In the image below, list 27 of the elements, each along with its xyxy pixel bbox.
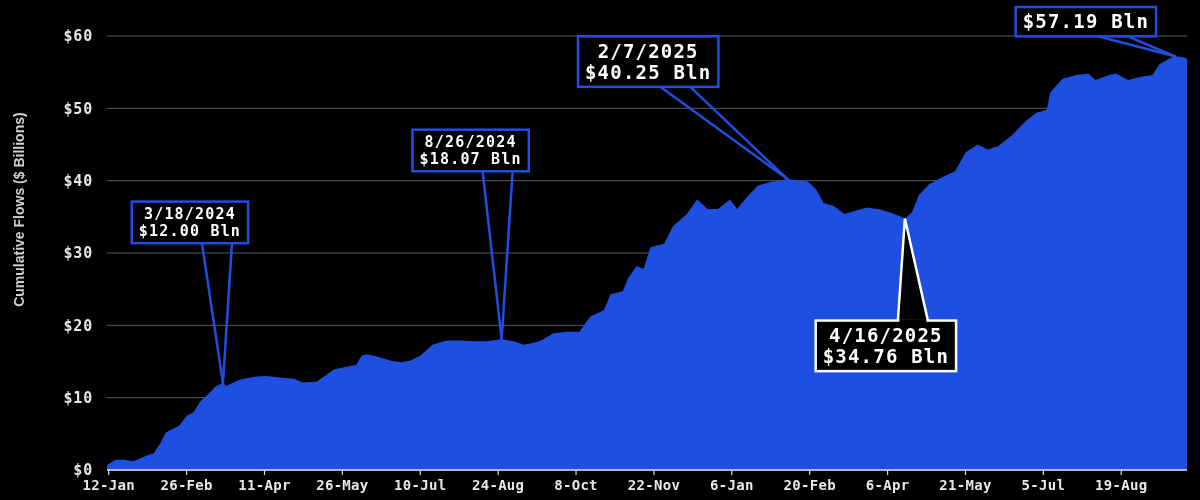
x-tick-label: 19-Aug xyxy=(1095,477,1148,493)
annotation: 3/18/2024 $12.00 Bln xyxy=(138,205,242,241)
y-tick-label: $30 xyxy=(63,244,93,263)
y-tick-label: $60 xyxy=(63,27,93,46)
annotation: 8/26/2024 $18.07 Bln xyxy=(419,133,522,169)
annotation: $57.19 Bln xyxy=(1022,10,1150,33)
annotation: 4/16/2025 $34.76 Bln xyxy=(822,323,950,368)
y-tick-label: $20 xyxy=(63,316,93,335)
x-tick-label: 12-Jan xyxy=(82,477,135,493)
x-tick-label: 20-Feb xyxy=(783,477,836,493)
x-tick-label: 22-Nov xyxy=(627,477,681,493)
y-tick-label: $10 xyxy=(63,388,93,407)
x-tick-label: 11-Apr xyxy=(238,477,291,493)
x-tick-label: 24-Aug xyxy=(471,477,525,493)
y-tick-label: $50 xyxy=(63,99,93,118)
x-tick-label: 8-Oct xyxy=(554,477,598,493)
x-tick-label: 10-Jul xyxy=(394,477,447,493)
x-tick-label: 5-Jul xyxy=(1021,477,1066,493)
y-tick-label: $0 xyxy=(73,461,93,480)
annotation: 2/7/2025 $40.25 Bln xyxy=(585,39,712,83)
x-tick-label: 26-May xyxy=(316,477,369,493)
x-tick-label: 21-May xyxy=(939,477,992,493)
x-tick-label: 26-Feb xyxy=(160,477,213,493)
x-tick-label: 6-Apr xyxy=(865,477,910,493)
y-tick-label: $40 xyxy=(63,171,93,190)
y-axis-title: Cumulative Flows ($ Billions) xyxy=(11,112,27,307)
x-tick-label: 6-Jan xyxy=(709,477,754,493)
